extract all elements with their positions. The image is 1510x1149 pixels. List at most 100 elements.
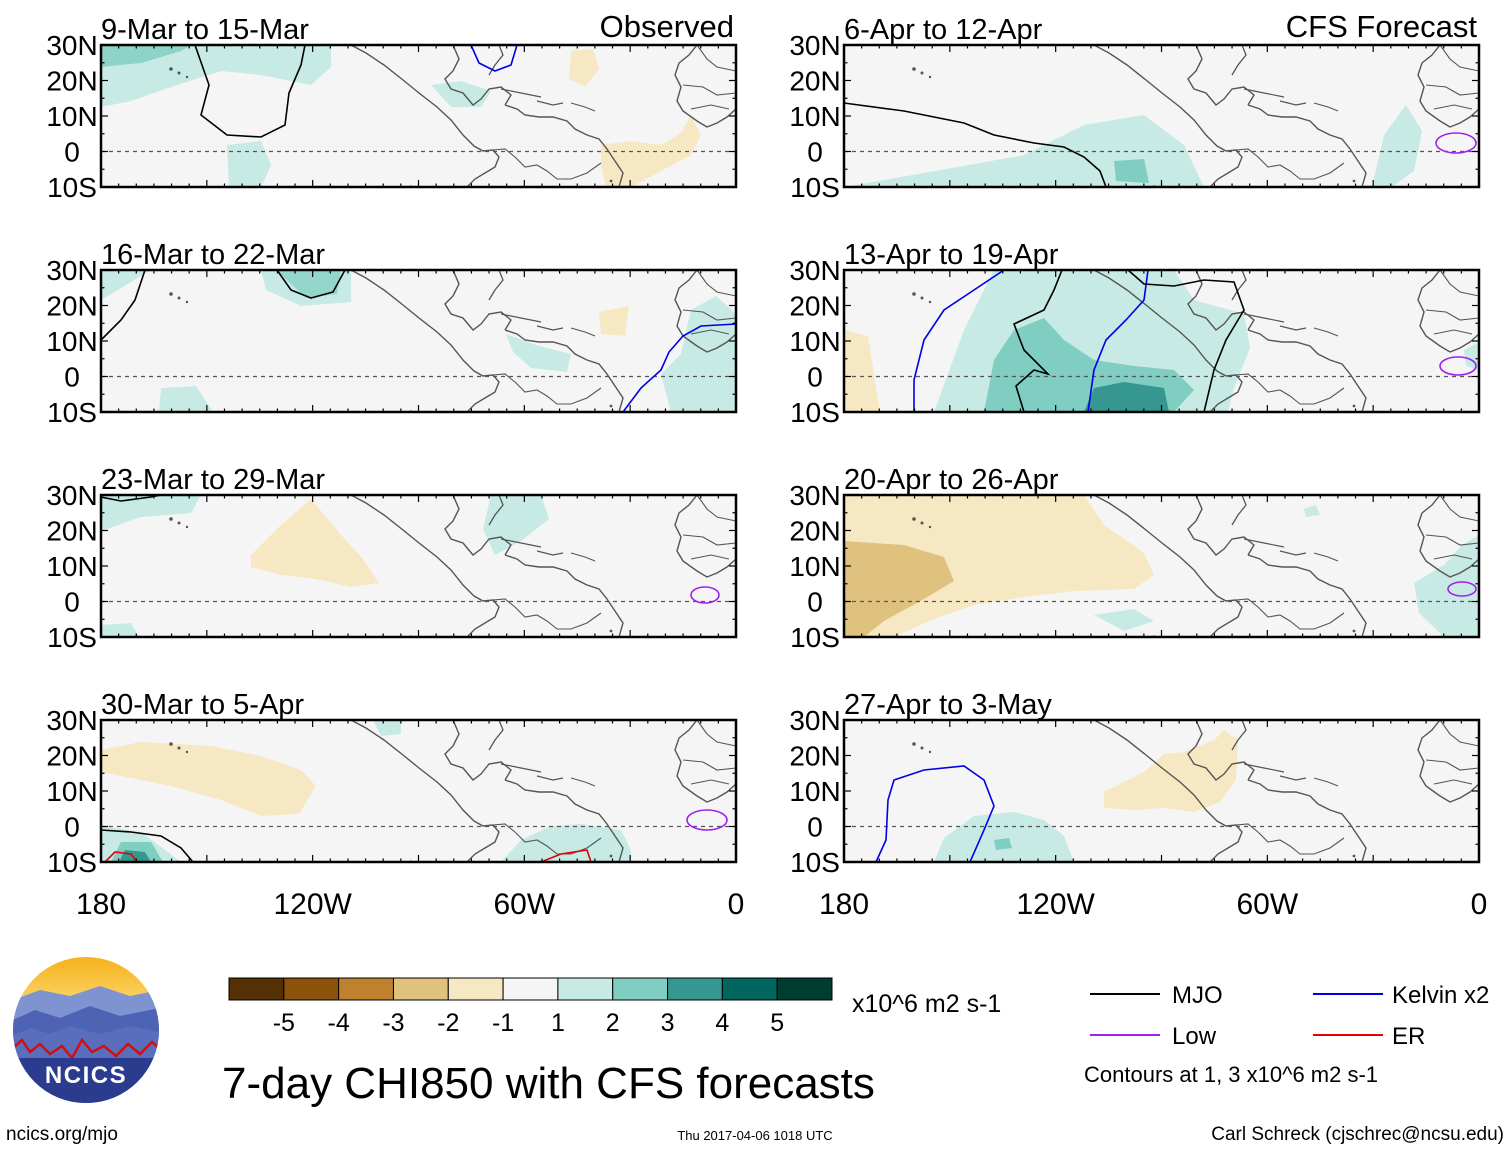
observed-header: Observed [600,9,734,44]
contour-lines [1447,581,1477,597]
colorbar-tick-label: -3 [382,1009,404,1037]
logo-text: NCICS [45,1062,127,1089]
lat-tick-label: 30N [789,30,840,61]
lat-tick-label: 0 [807,137,823,168]
panel-date-range: 30-Mar to 5-Apr [101,689,304,721]
panel-date-range: 20-Apr to 26-Apr [844,464,1059,496]
lat-tick-label: 0 [807,812,823,843]
contour-lines [101,270,736,412]
figure-title: 7-day CHI850 with CFS forecasts [222,1059,875,1108]
lat-tick-label: 0 [64,812,80,843]
lat-tick-label: 30N [46,705,97,736]
axis-ticks [100,494,737,638]
lat-tick-label: 30N [46,30,97,61]
contour-lines [101,809,728,862]
lat-tick-label: 10N [46,101,97,132]
lon-tick-label: 0 [728,888,745,921]
colorbar-tick-label: 2 [606,1009,620,1037]
colorbar-swatch [667,977,723,1001]
lon-tick-label: 180 [819,888,869,921]
lat-tick-label: 0 [64,587,80,618]
lat-tick-label: 10S [790,622,840,653]
contour-lines [844,102,1477,187]
contour-lines [913,270,1477,412]
lat-tick-label: 0 [64,137,80,168]
axis-ticks [843,44,1480,188]
lat-tick-label: 10N [46,551,97,582]
shading-field [844,495,1479,637]
lat-tick-label: 20N [46,291,97,322]
shading-field [934,730,1238,862]
legend-note: Contours at 1, 3 x10^6 m2 s-1 [1084,1062,1378,1087]
map-background [101,270,736,412]
colorbar-tick-label: 4 [715,1009,729,1037]
lat-tick-label: 10N [789,776,840,807]
footer-website: ncics.org/mjo [6,1124,118,1145]
lat-tick-label: 0 [807,587,823,618]
lat-tick-label: 0 [807,362,823,393]
lat-tick-label: 10N [789,326,840,357]
colorbar-tick-label: 5 [770,1009,784,1037]
axis-ticks [843,719,1480,863]
legend-kelvin-label: Kelvin x2 [1392,982,1489,1009]
panel-date-range: 16-Mar to 22-Mar [101,239,325,271]
lat-tick-label: 30N [789,705,840,736]
lat-tick-label: 10S [47,847,97,878]
lat-tick-label: 20N [789,291,840,322]
lon-tick-label: 0 [1471,888,1488,921]
lat-tick-label: 10S [47,397,97,428]
lat-tick-label: 10N [46,326,97,357]
colorbar-swatch [721,977,778,1001]
lon-tick-label: 60W [493,888,555,921]
axis-ticks [843,494,1480,638]
panel-date-range: 6-Apr to 12-Apr [844,14,1043,46]
legend-mjo-label: MJO [1172,982,1223,1009]
lon-tick-label: 180 [76,888,126,921]
axis-ticks [100,719,737,863]
colorbar-swatch [776,977,833,1001]
legend-low-label: Low [1172,1023,1217,1050]
panel-date-range: 9-Mar to 15-Mar [101,14,309,46]
lat-tick-label: 10S [790,172,840,203]
contour-lines [194,45,518,138]
colorbar-swatch [283,977,340,1001]
panel-date-range: 23-Mar to 29-Mar [101,464,325,496]
lat-tick-label: 20N [46,66,97,97]
lon-tick-label: 60W [1236,888,1298,921]
lat-tick-label: 10N [789,101,840,132]
footer-timestamp: Thu 2017-04-06 1018 UTC [677,1128,832,1143]
lat-tick-label: 30N [789,255,840,286]
contour-lines [875,765,995,862]
axis-ticks [100,269,737,413]
panel-date-range: 13-Apr to 19-Apr [844,239,1059,271]
colorbar-tick-label: 1 [551,1009,565,1037]
shading-field [844,105,1422,187]
lon-tick-label: 120W [1017,888,1096,921]
colorbar: -5 -4 -3 -2 -1 1 2 3 4 5 [228,977,833,1037]
colorbar-tick-label: -4 [328,1009,350,1037]
lat-tick-label: 10S [47,622,97,653]
axis-ticks [843,269,1480,413]
lat-tick-label: 20N [789,741,840,772]
lon-tick-label: 120W [274,888,353,921]
colorbar-swatch [338,977,394,1001]
lat-tick-label: 10S [47,172,97,203]
colorbar-swatch [502,977,559,1001]
shading-field [101,45,701,187]
colorbar-swatch [447,977,504,1001]
colorbar-tick-label: -1 [492,1009,514,1037]
legend: MJO Kelvin x2 Low ER Contours at 1, 3 x1… [1084,982,1489,1087]
colorbar-swatch [392,977,449,1001]
axis-ticks [100,44,737,188]
panel-date-range: 27-Apr to 3-May [844,689,1052,721]
lat-tick-label: 0 [64,362,80,393]
lat-tick-label: 10S [790,847,840,878]
